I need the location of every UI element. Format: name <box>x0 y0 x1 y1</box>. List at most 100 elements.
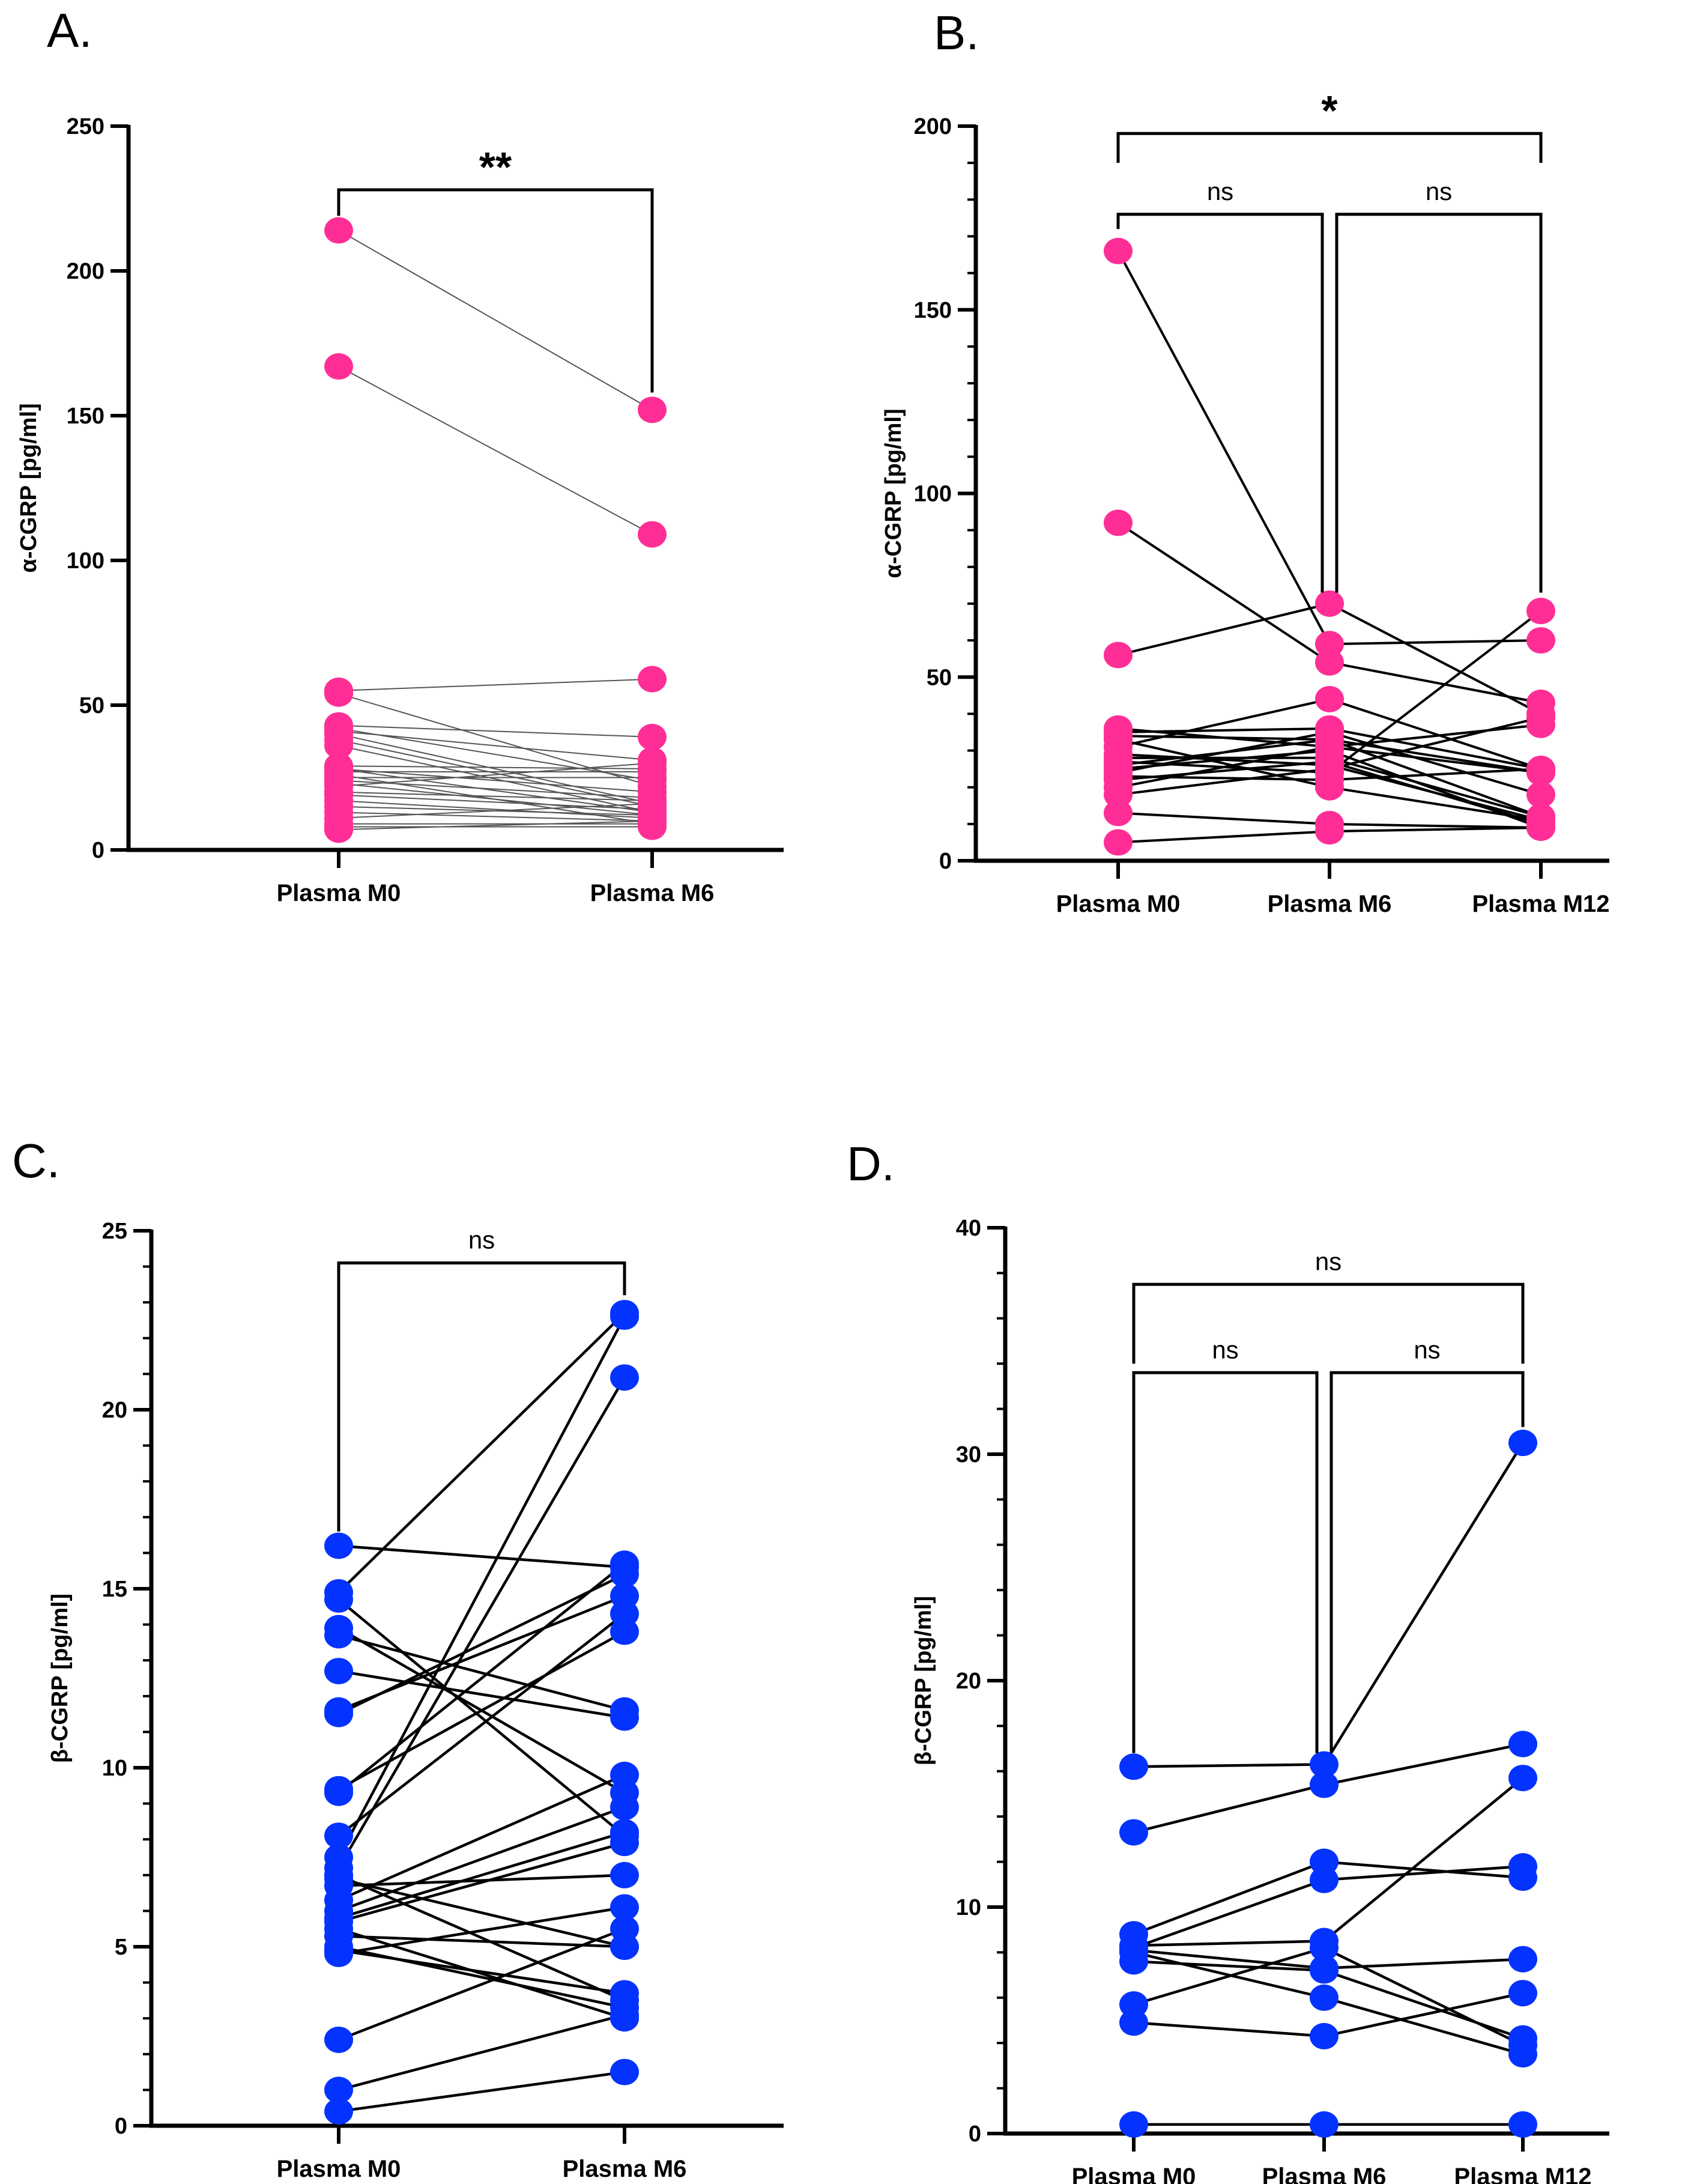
data-point <box>610 1303 639 1330</box>
subject-line <box>338 768 653 793</box>
significance-bracket <box>337 188 654 393</box>
y-tick-label: 0 <box>969 2122 981 2147</box>
subject-line <box>1117 250 1541 646</box>
data-point <box>1119 1819 1148 1846</box>
data-point <box>1508 2031 1537 2058</box>
subject-line <box>338 820 653 831</box>
x-tick-label: Plasma M0 <box>1072 2164 1196 2184</box>
data-point <box>1526 627 1555 654</box>
y-axis-label: β-CGRP [pg/ml] <box>911 1596 936 1765</box>
panel-letter: C. <box>12 1134 60 1188</box>
data-point <box>1310 1848 1339 1875</box>
data-point <box>1315 631 1344 658</box>
data-point <box>324 1622 353 1649</box>
x-tick-label: Plasma M0 <box>277 2156 401 2182</box>
data-point <box>1526 756 1555 783</box>
data-point <box>1310 1984 1339 2011</box>
subject-line <box>337 1562 626 1794</box>
y-tick-label: 100 <box>914 482 952 507</box>
subject-line <box>338 811 653 822</box>
chart-panel-d: D. 0 10 20 30 40 β-CGRP [pg/ml] Plasma M0 Plasma… <box>847 1137 1609 2184</box>
data-point <box>1119 1753 1148 1780</box>
data-point <box>1310 2022 1339 2049</box>
data-point <box>324 1586 353 1613</box>
significance-label: ns <box>1414 1335 1440 1363</box>
data-point <box>610 1794 639 1821</box>
data-point <box>1508 1946 1537 1973</box>
subject-line <box>337 1312 626 1594</box>
subject-line <box>338 1873 625 2002</box>
subject-line <box>338 229 653 411</box>
subject-line <box>338 780 653 799</box>
subject-line <box>338 1873 625 1887</box>
y-tick-label: 200 <box>914 114 952 139</box>
data-point <box>610 1704 639 1731</box>
subject-line <box>337 1315 626 1858</box>
y-tick-label: 40 <box>956 1216 981 1241</box>
data-point <box>1508 1980 1537 2007</box>
y-tick-label: 20 <box>102 1398 127 1423</box>
y-tick-label: 10 <box>102 1756 127 1781</box>
data-point <box>1119 1939 1148 1966</box>
subject-line <box>338 1928 625 2020</box>
subject-line <box>338 2013 625 2091</box>
data-point <box>1119 1991 1148 2018</box>
significance-bracket <box>1116 132 1543 163</box>
data-point <box>1104 744 1133 771</box>
data-point <box>638 799 667 826</box>
subject-line <box>338 1841 625 1923</box>
subject-line <box>337 1612 626 1837</box>
significance-label: ** <box>479 144 512 190</box>
data-point <box>1104 509 1133 536</box>
y-axis-label: α-CGRP [pg/ml] <box>16 403 41 572</box>
chart-panel-b: B. 0 50 100 150 200 α-CGRP [pg/ml] Plasma M0 Pla… <box>881 6 1610 917</box>
x-tick-label: Plasma M0 <box>277 880 401 906</box>
y-tick-label: 20 <box>956 1669 981 1694</box>
data-point <box>610 1894 639 1921</box>
y-tick-label: 10 <box>956 1895 981 1920</box>
subject-line <box>338 1877 625 1949</box>
data-point <box>324 2076 353 2104</box>
data-point <box>1526 803 1555 830</box>
y-tick-label: 100 <box>67 548 104 574</box>
significance-bracket <box>337 1261 626 1532</box>
significance-label: ns <box>1212 1335 1238 1363</box>
subject-line <box>338 1949 625 1995</box>
subject-line <box>338 1573 625 1715</box>
subject-line <box>338 366 653 535</box>
subject-line <box>338 791 653 802</box>
data-point <box>324 756 353 783</box>
y-tick-label: 0 <box>115 2114 127 2139</box>
data-point <box>1508 1853 1537 1880</box>
subject-line <box>338 1831 625 1920</box>
significance-label: ns <box>1315 1247 1342 1275</box>
data-point <box>638 750 667 777</box>
y-tick-label: 50 <box>927 665 952 690</box>
x-tick-label: Plasma M12 <box>1472 891 1609 917</box>
data-point <box>1508 1731 1537 1758</box>
significance-label: ns <box>468 1226 495 1254</box>
data-point <box>1119 2111 1148 2138</box>
x-tick-label: Plasma M6 <box>1268 891 1392 917</box>
subject-line <box>338 1544 625 1569</box>
subject-line <box>338 1934 625 1949</box>
subject-line <box>338 800 653 819</box>
data-point <box>610 1364 639 1391</box>
data-point <box>610 1830 639 1857</box>
x-tick-label: Plasma M6 <box>563 2156 687 2182</box>
data-point <box>324 2098 353 2125</box>
data-point <box>1315 590 1344 617</box>
data-point <box>1315 766 1344 793</box>
data-point <box>324 1658 353 1685</box>
data-point <box>1315 818 1344 845</box>
chart-panel-c: C. 0 5 10 15 20 25 β-CGRP [pg/ml] Plasma M0 Plasm… <box>12 1134 784 2182</box>
data-point <box>324 1532 353 1559</box>
significance-label: * <box>1321 87 1338 134</box>
data-point <box>610 1761 639 1788</box>
data-point <box>324 353 353 380</box>
data-point <box>638 724 667 751</box>
x-tick-label: Plasma M12 <box>1454 2164 1591 2184</box>
data-point <box>324 1887 353 1914</box>
subject-line <box>338 802 653 819</box>
subject-line <box>338 794 653 810</box>
